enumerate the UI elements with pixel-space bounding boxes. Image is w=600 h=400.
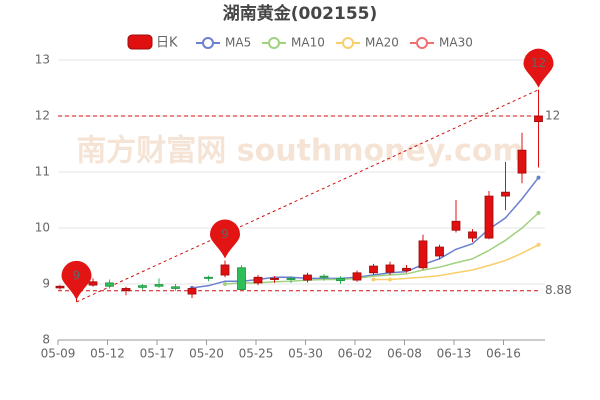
candle-body xyxy=(385,264,395,273)
candle-body xyxy=(55,285,65,289)
legend-label: MA20 xyxy=(365,36,399,50)
legend-icon xyxy=(127,34,153,50)
candle-body xyxy=(220,264,230,276)
candle-body xyxy=(105,282,114,287)
ma-point xyxy=(536,175,541,180)
candle-body xyxy=(336,277,345,282)
trend-line xyxy=(76,89,539,303)
candle-body xyxy=(204,276,213,279)
y-tick-label: 11 xyxy=(35,165,50,179)
y-tick-label: 12 xyxy=(35,109,50,123)
x-tick-label: 06-02 xyxy=(338,347,373,361)
candle-body xyxy=(138,285,147,288)
x-tick-label: 05-20 xyxy=(189,347,224,361)
x-tick-label: 05-17 xyxy=(140,347,175,361)
candle-body xyxy=(237,267,246,291)
x-tick-label: 06-13 xyxy=(437,347,472,361)
legend-label: 日K xyxy=(156,36,178,51)
candle-body xyxy=(270,277,279,280)
candle-body xyxy=(501,191,510,197)
legend-icon xyxy=(416,37,428,49)
candle-body xyxy=(88,281,98,286)
candle-body xyxy=(171,286,180,289)
ma-point xyxy=(536,242,541,247)
candle-body xyxy=(303,274,312,281)
x-tick-label: 05-30 xyxy=(288,347,323,361)
ma-line xyxy=(224,212,540,285)
mark-line-label: 8.88 xyxy=(545,283,572,297)
y-tick-label: 13 xyxy=(35,53,50,67)
candle-body xyxy=(517,149,527,174)
candle-body xyxy=(418,240,428,269)
ma-line xyxy=(373,244,539,281)
y-tick-label: 8 xyxy=(42,333,50,347)
ma-point xyxy=(223,282,227,286)
candle-body xyxy=(534,115,543,122)
candle-body xyxy=(369,265,378,274)
legend-icon xyxy=(202,37,214,49)
x-tick-label: 05-25 xyxy=(239,347,274,361)
y-tick-label: 10 xyxy=(35,221,50,235)
candle-body xyxy=(286,277,296,280)
mark-pin xyxy=(523,48,554,88)
candle-body xyxy=(402,267,411,271)
ma-point xyxy=(388,277,392,282)
x-tick-label: 05-09 xyxy=(41,347,76,361)
y-tick-label: 9 xyxy=(42,277,50,291)
candle-body xyxy=(352,272,362,281)
legend-icon xyxy=(268,37,280,49)
legend-label: MA5 xyxy=(225,36,251,50)
legend-icon xyxy=(342,37,354,49)
mark-pin xyxy=(209,219,240,259)
candle-body xyxy=(484,195,494,239)
x-tick-label: 06-08 xyxy=(387,347,422,361)
chart-title: 湖南黄金(002155) xyxy=(223,3,378,24)
mark-pin xyxy=(61,260,92,300)
mark-pin-label: 9 xyxy=(73,268,81,282)
candle-body xyxy=(154,284,164,287)
candle-body xyxy=(435,246,444,257)
mark-pin-label: 12 xyxy=(531,56,546,70)
candle-body xyxy=(187,288,197,295)
watermark: 南方财富网 southmoney.com xyxy=(76,134,523,169)
ma-point xyxy=(371,277,376,282)
candle-body xyxy=(468,231,477,239)
ma-point xyxy=(536,210,541,215)
candle-body xyxy=(319,275,329,278)
x-tick-label: 05-12 xyxy=(90,347,125,361)
mark-pin-label: 9 xyxy=(221,227,229,241)
candle-body xyxy=(253,276,263,284)
legend-label: MA10 xyxy=(291,36,325,50)
candle-body xyxy=(121,288,131,292)
mark-line-label: 12 xyxy=(545,109,560,123)
candle-body xyxy=(451,220,461,231)
x-tick-label: 06-16 xyxy=(486,347,521,361)
ma-line xyxy=(191,177,540,289)
legend-label: MA30 xyxy=(439,36,473,50)
